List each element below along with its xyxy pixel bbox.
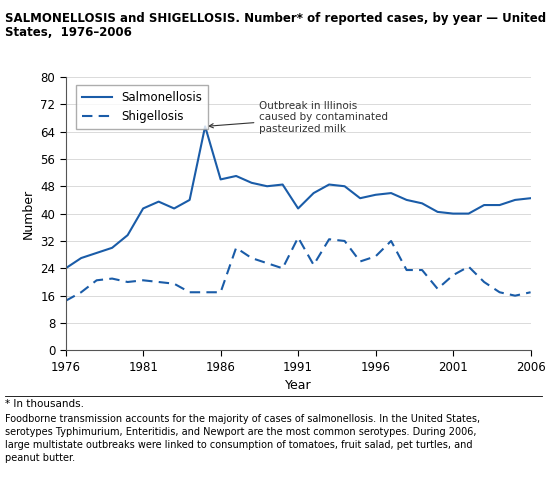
Salmonellosis [527, 195, 534, 201]
Salmonellosis [403, 197, 410, 203]
Shigellosis [496, 289, 503, 295]
Salmonellosis [481, 202, 487, 208]
Shigellosis [310, 262, 317, 268]
Shigellosis [233, 245, 240, 251]
Salmonellosis [496, 202, 503, 208]
Shigellosis [264, 260, 270, 266]
Salmonellosis [78, 255, 84, 261]
Shigellosis [124, 279, 131, 285]
Salmonellosis [341, 183, 348, 189]
Salmonellosis [187, 197, 193, 203]
Shigellosis [217, 289, 224, 295]
Salmonellosis [295, 205, 301, 211]
Shigellosis [109, 276, 115, 281]
Salmonellosis [512, 197, 519, 203]
Salmonellosis [217, 177, 224, 182]
Salmonellosis [434, 209, 441, 215]
Shigellosis [202, 289, 208, 295]
Salmonellosis [233, 173, 240, 179]
Shigellosis [171, 281, 177, 287]
Salmonellosis [124, 232, 131, 238]
Salmonellosis [264, 183, 270, 189]
Text: States,  1976–2006: States, 1976–2006 [5, 26, 132, 39]
Salmonellosis [326, 181, 333, 187]
Salmonellosis [373, 192, 379, 198]
Shigellosis [357, 259, 363, 264]
Shigellosis [187, 289, 193, 295]
Text: Foodborne transmission accounts for the majority of cases of salmonellosis. In t: Foodborne transmission accounts for the … [5, 414, 481, 463]
Salmonellosis [171, 205, 177, 211]
Shigellosis [481, 279, 487, 285]
Salmonellosis [202, 123, 208, 129]
Shigellosis [280, 265, 286, 271]
Salmonellosis [357, 195, 363, 201]
Shigellosis [326, 236, 333, 242]
Shigellosis [434, 286, 441, 292]
Shigellosis [403, 267, 410, 273]
Shigellosis [155, 279, 162, 285]
X-axis label: Year: Year [285, 379, 311, 392]
Shigellosis [419, 267, 426, 273]
Shigellosis [527, 289, 534, 295]
Salmonellosis [94, 250, 100, 256]
Text: Outbreak in Illinois
caused by contaminated
pasteurized milk: Outbreak in Illinois caused by contamina… [209, 101, 388, 134]
Shigellosis [62, 298, 69, 304]
Salmonellosis [140, 205, 147, 211]
Text: * In thousands.: * In thousands. [5, 399, 84, 409]
Shigellosis [248, 255, 255, 261]
Legend: Salmonellosis, Shigellosis: Salmonellosis, Shigellosis [76, 85, 208, 129]
Shigellosis [94, 277, 100, 283]
Shigellosis [512, 293, 519, 299]
Salmonellosis [109, 245, 115, 251]
Salmonellosis [280, 181, 286, 187]
Shigellosis [140, 277, 147, 283]
Salmonellosis [310, 190, 317, 196]
Line: Shigellosis: Shigellosis [66, 238, 531, 301]
Shigellosis [373, 253, 379, 259]
Shigellosis [78, 289, 84, 295]
Y-axis label: Number: Number [22, 189, 34, 239]
Shigellosis [450, 272, 456, 278]
Salmonellosis [450, 211, 456, 216]
Salmonellosis [155, 199, 162, 204]
Shigellosis [388, 238, 394, 244]
Shigellosis [465, 264, 472, 269]
Shigellosis [295, 235, 301, 240]
Salmonellosis [388, 190, 394, 196]
Shigellosis [341, 238, 348, 244]
Salmonellosis [62, 265, 69, 271]
Text: SALMONELLOSIS and SHIGELLOSIS. Number* of reported cases, by year — United: SALMONELLOSIS and SHIGELLOSIS. Number* o… [5, 12, 546, 25]
Salmonellosis [419, 201, 426, 206]
Salmonellosis [465, 211, 472, 216]
Salmonellosis [248, 180, 255, 186]
Line: Salmonellosis: Salmonellosis [66, 126, 531, 268]
